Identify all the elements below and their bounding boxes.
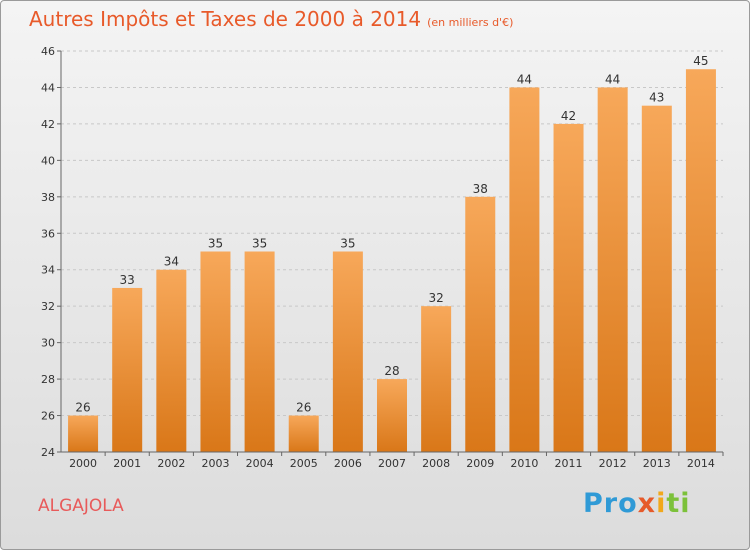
logo-part-3: i: [656, 488, 667, 519]
y-tick-label: 42: [41, 118, 55, 131]
y-tick-label: 24: [41, 446, 55, 459]
value-label-2004: 35: [252, 237, 267, 251]
value-label-2002: 34: [164, 255, 179, 269]
y-tick-label: 34: [41, 264, 55, 277]
bar-2010: [509, 87, 540, 453]
logo-part-2: x: [637, 488, 657, 519]
bar-2013: [641, 105, 672, 452]
y-tick-label: 40: [41, 154, 55, 167]
y-tick-label: 28: [41, 373, 55, 386]
bar-2007: [377, 379, 407, 452]
value-label-2008: 32: [428, 291, 443, 305]
bar-2000: [68, 415, 99, 452]
x-tick-label-2005: 2005: [290, 457, 318, 470]
commune-name: ALGAJOLA: [38, 496, 124, 516]
y-tick-label: 26: [41, 410, 55, 423]
bar-2011: [553, 123, 584, 452]
value-label-2013: 43: [649, 91, 664, 105]
value-label-2014: 45: [693, 54, 708, 68]
value-label-2007: 28: [384, 364, 399, 378]
y-tick-label: 36: [41, 227, 55, 240]
x-tick-label-2013: 2013: [643, 457, 671, 470]
chart-title-main: Autres Impôts et Taxes de 2000 à 2014: [29, 7, 422, 31]
y-tick-label: 30: [41, 337, 55, 350]
x-tick-label-2000: 2000: [69, 457, 97, 470]
x-tick-label-2014: 2014: [687, 457, 715, 470]
chart-title-unit: (en milliers d'€): [427, 16, 514, 29]
value-label-2009: 38: [473, 182, 488, 196]
y-tick-label: 46: [41, 45, 55, 58]
x-tick-label-2001: 2001: [113, 457, 141, 470]
x-tick-label-2003: 2003: [201, 457, 229, 470]
bar-2014: [685, 69, 716, 453]
bar-2008: [421, 306, 452, 452]
bar-2001: [112, 287, 143, 452]
proxiti-logo[interactable]: Proxiti: [583, 488, 691, 519]
bar-2003: [200, 251, 231, 452]
chart-title: Autres Impôts et Taxes de 2000 à 2014 (en…: [29, 7, 513, 31]
x-tick-label-2008: 2008: [422, 457, 450, 470]
bar-2005: [288, 415, 319, 452]
x-tick-label-2007: 2007: [378, 457, 406, 470]
value-label-2000: 26: [75, 401, 90, 415]
bar-2006: [332, 251, 363, 452]
x-tick-label-2006: 2006: [334, 457, 362, 470]
x-tick-label-2009: 2009: [466, 457, 494, 470]
logo-part-1: Pro: [583, 488, 638, 519]
value-label-2010: 44: [517, 72, 532, 86]
x-tick-label-2011: 2011: [555, 457, 583, 470]
x-tick-label-2002: 2002: [157, 457, 185, 470]
bar-2009: [465, 196, 496, 452]
value-label-2006: 35: [340, 237, 355, 251]
value-label-2011: 42: [561, 109, 576, 123]
bar-2002: [156, 269, 187, 452]
y-tick-label: 38: [41, 191, 55, 204]
logo-part-4: ti: [666, 488, 691, 519]
x-tick-label-2012: 2012: [599, 457, 627, 470]
bar-2004: [244, 251, 275, 452]
value-label-2012: 44: [605, 72, 620, 86]
value-label-2003: 35: [208, 237, 223, 251]
bars: 26 33 34 35 35 26 35 28 32 38 44 42 44 43 45: [68, 54, 716, 453]
value-label-2005: 26: [296, 401, 311, 415]
y-tick-label: 32: [41, 300, 55, 313]
x-tick-label-2004: 2004: [246, 457, 274, 470]
y-tick-label: 44: [41, 81, 55, 94]
y-axis: 24 26 28 30 32 34 36 38 40 42 44 46: [41, 45, 62, 459]
value-label-2001: 33: [120, 273, 135, 287]
x-tick-label-2010: 2010: [510, 457, 538, 470]
x-axis: 2000 2001 2002 2003 2004 2005 2006 2007 2008 2009…: [61, 451, 724, 470]
bar-2012: [597, 87, 628, 453]
